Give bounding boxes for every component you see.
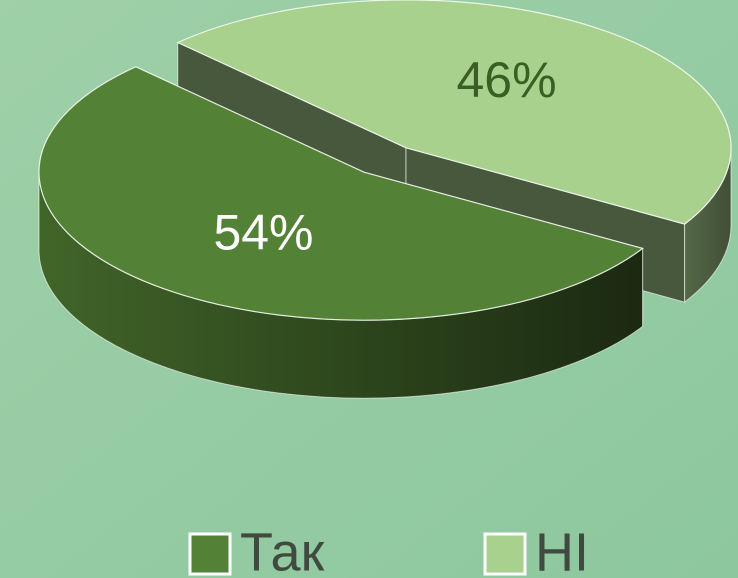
legend-swatch	[190, 534, 230, 574]
legend-label: Так	[240, 522, 325, 578]
data-label: 54%	[213, 204, 313, 260]
legend-swatch	[485, 534, 525, 574]
chart: 54% 46% Так НІ	[0, 0, 738, 578]
legend-label: НІ	[535, 522, 589, 578]
data-label: 46%	[456, 52, 556, 108]
